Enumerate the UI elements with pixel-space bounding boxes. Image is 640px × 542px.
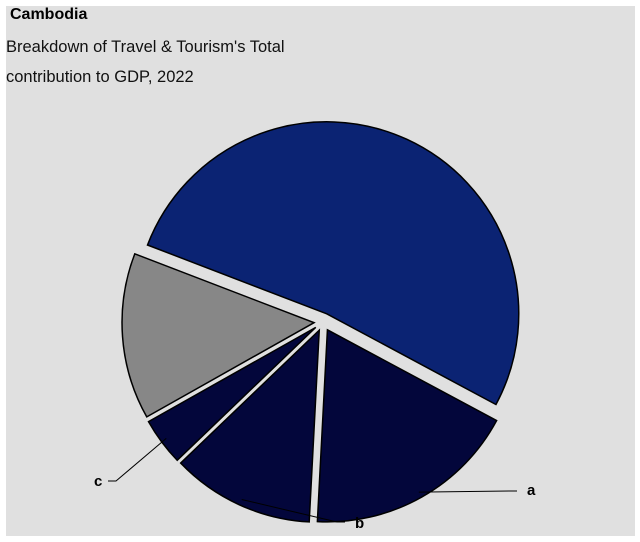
leader-line-b [241, 499, 345, 523]
leader-line-a [418, 490, 517, 493]
leader-line-c [108, 438, 167, 482]
slice-label-c: c [94, 473, 102, 490]
pie-slice-0 [146, 121, 520, 406]
slice-label-b: b [355, 515, 364, 532]
chart-title: Cambodia [10, 6, 88, 23]
pie-slice-b [179, 328, 321, 523]
pie-slice-4 [121, 252, 316, 418]
chart-subtitle: Breakdown of Travel & Tourism's Total co… [6, 38, 285, 86]
slice-label-a: a [527, 482, 536, 499]
pie-slice-a [316, 328, 498, 523]
